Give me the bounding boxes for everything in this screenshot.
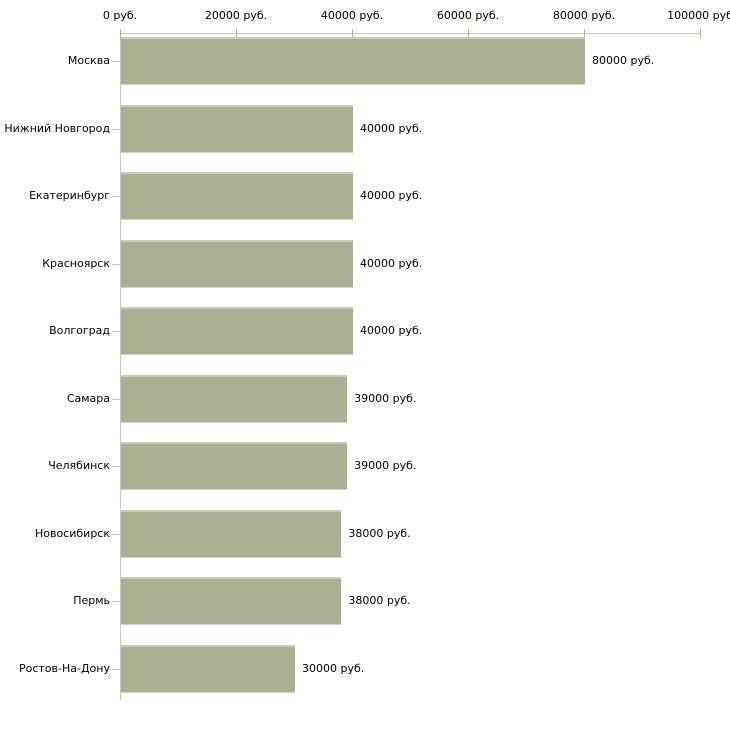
- category-label: Москва: [67, 54, 110, 67]
- category-label: Екатеринбург: [29, 189, 110, 202]
- category-label: Самара: [66, 391, 110, 405]
- category-tick-mark: [112, 398, 120, 400]
- bar: [121, 509, 342, 558]
- x-axis-line: [120, 33, 700, 34]
- category-label: Красноярск: [42, 256, 110, 270]
- bar: [121, 239, 353, 288]
- x-tick-label: 60000 руб.: [436, 9, 500, 22]
- bar: [121, 37, 585, 85]
- category-label: Пермь: [73, 594, 110, 607]
- category-tick-mark: [112, 331, 120, 332]
- bar: [121, 104, 353, 153]
- category-tick-mark: [112, 263, 120, 265]
- category-label: Новосибирск: [34, 526, 110, 540]
- x-tick-label: 40000 руб.: [320, 9, 384, 22]
- bar: [121, 374, 348, 423]
- x-tick-mark: [468, 29, 469, 38]
- x-tick-label: 100000 руб: [667, 9, 730, 22]
- x-tick-label: 20000 руб.: [204, 9, 268, 22]
- bar-value-label: 39000 руб.: [354, 459, 417, 472]
- category-label: Ростов-На-Дону: [18, 661, 110, 675]
- x-tick-mark: [584, 29, 585, 38]
- x-tick-mark: [352, 29, 353, 38]
- x-tick-mark: [120, 29, 121, 38]
- category-tick-mark: [112, 61, 120, 62]
- bar-value-label: 39000 руб.: [354, 391, 417, 405]
- category-tick-mark: [112, 196, 120, 197]
- bar: [121, 307, 353, 355]
- category-label: Нижний Новгород: [4, 121, 110, 135]
- x-tick-label: 80000 руб.: [552, 9, 616, 22]
- category-tick-mark: [112, 466, 120, 467]
- bar-value-label: 40000 руб.: [360, 121, 423, 135]
- bar: [121, 442, 348, 490]
- bar: [121, 577, 342, 625]
- y-axis-line: [120, 33, 121, 700]
- bar-value-label: 40000 руб.: [360, 324, 423, 337]
- bar-value-label: 40000 руб.: [360, 189, 423, 202]
- bar-value-label: 40000 руб.: [360, 256, 423, 270]
- bar-value-label: 38000 руб.: [348, 526, 411, 540]
- category-label: Челябинск: [48, 459, 110, 472]
- x-tick-mark: [700, 29, 701, 38]
- category-tick-mark: [112, 128, 120, 130]
- bar: [121, 172, 353, 220]
- x-tick-label: 0 руб.: [102, 9, 138, 22]
- bar: [121, 644, 295, 693]
- category-label: Волгоград: [49, 324, 110, 337]
- bar-value-label: 80000 руб.: [592, 54, 655, 67]
- bar-value-label: 30000 руб.: [302, 661, 365, 675]
- bar-value-label: 38000 руб.: [348, 594, 411, 607]
- x-tick-mark: [236, 29, 237, 38]
- category-tick-mark: [112, 668, 120, 670]
- category-tick-mark: [112, 601, 120, 602]
- category-tick-mark: [112, 533, 120, 535]
